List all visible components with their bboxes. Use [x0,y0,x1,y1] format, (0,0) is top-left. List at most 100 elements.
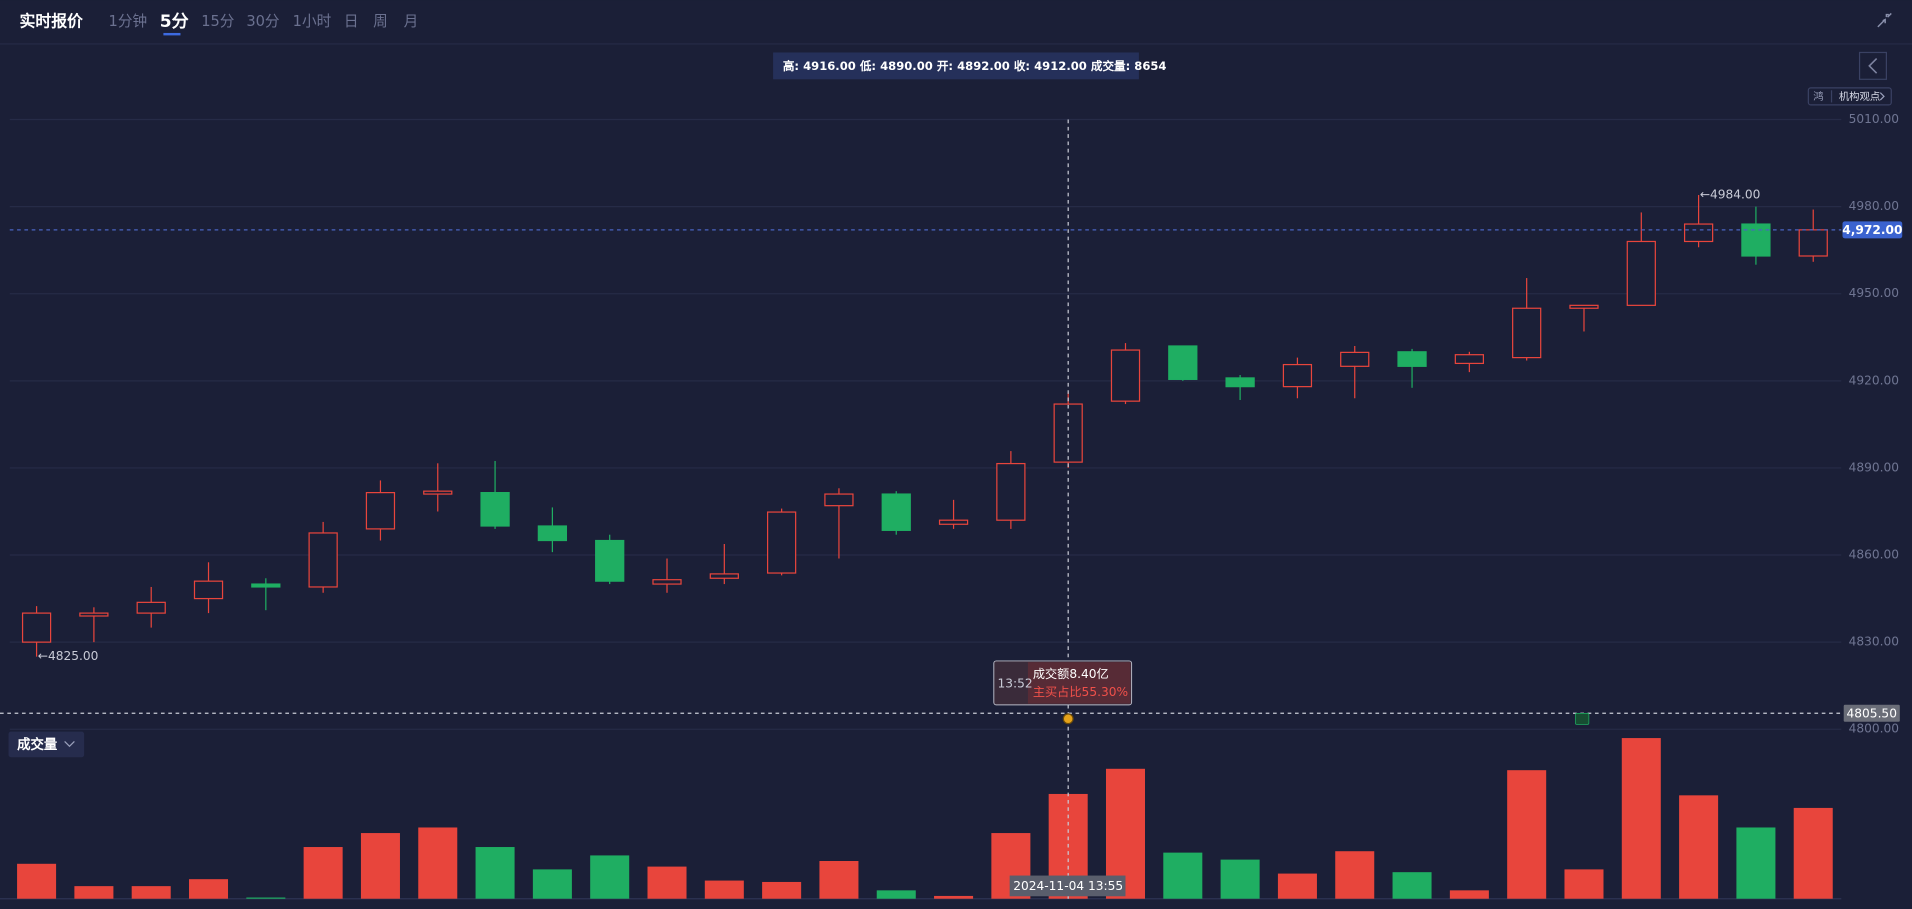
crosshair-date: 2024-11-04 13:55 [1013,879,1123,893]
tab-underline [163,32,181,36]
tab[interactable]: 1小时 [293,13,332,30]
volume-bar [418,827,458,899]
candle-body [1340,351,1370,367]
candle-body [423,490,453,495]
volume-bar [475,847,515,899]
volume-bar [590,855,630,899]
tab[interactable]: 周 [373,13,388,30]
date-tag [1009,875,1126,897]
volume-bar [934,895,974,899]
back-button[interactable] [1858,51,1888,80]
volume-bar [1507,770,1547,899]
event-marker[interactable] [1575,713,1590,725]
tab[interactable]: 日 [344,13,359,30]
volume-bar [17,863,57,899]
candle-body [308,532,338,588]
volume-bar [303,847,343,899]
candle-body [824,493,854,507]
candle-body [1110,349,1141,402]
volume-bar [131,886,171,899]
volume-bar [876,890,916,899]
tab[interactable]: 15分 [201,13,235,30]
volume-bar [246,897,286,899]
volume-bar [647,866,687,899]
volume-bar [704,880,744,899]
plot: 5010.00 4980.00 4950.00 4920.00 4890.00 4860.… [0,112,1903,900]
candle-body [1168,345,1198,380]
chevron [1868,58,1878,74]
candle-body [1683,223,1714,243]
tooltip-accent [1027,662,1131,704]
candle-body [21,612,52,643]
volume-bar [1679,795,1719,899]
candle-body [709,573,739,579]
candle-body [881,493,911,531]
candle-body [1741,223,1771,257]
volume-bar [1793,807,1833,899]
volume-bar [1621,738,1661,899]
tab[interactable]: 30分 [246,13,280,30]
info-text: 高: 4916.00 低: 4890.00 开: 4892.00 收: 4912… [783,59,1167,73]
max-annotation: ←4984.00 [1700,188,1761,202]
candle-body [996,462,1026,521]
volume-bar [819,860,859,899]
y-tick-label: 4890.00 [1849,460,1899,474]
tab[interactable]: 5分 [160,12,189,32]
tab[interactable]: 月 [404,13,419,30]
button-frame [1858,51,1888,80]
volume-bar [1736,827,1776,899]
volume-bar [1564,869,1604,899]
button-label: 成交量 [17,736,58,753]
candle-body [652,579,682,585]
candle-body [1626,240,1656,306]
volume-bar [360,833,400,899]
y-tick-label: 4920.00 [1849,373,1899,387]
candle-body [1282,363,1313,388]
crosshair-tag [1843,704,1900,722]
collapse-icon[interactable] [1877,12,1892,28]
candle-body [480,491,510,527]
candle-body [79,612,109,617]
page-title: 实时报价 [20,11,84,30]
volume-button[interactable]: 成交量 [8,731,85,758]
button-icon: 鸿 [1813,90,1823,103]
chevron [1879,92,1885,101]
candle-body [766,511,797,574]
y-tick-label: 5010.00 [1849,112,1899,126]
tab[interactable]: 1分钟 [109,13,148,30]
button-frame [1807,87,1892,106]
candle-body [1512,307,1542,359]
crosshair-dot [1062,713,1074,725]
y-tick-label: 4800.00 [1849,722,1899,736]
candle-body [1225,377,1255,388]
candle-body [1569,304,1599,309]
candle-body [136,601,166,614]
volume-bar [189,879,229,899]
candle-body [1798,229,1828,257]
volume-bar [762,881,802,899]
view-button[interactable]: 鸿 机构观点 [1807,87,1892,106]
tooltip-ratio: 主买占比55.30% [1033,684,1128,699]
button-frame [8,731,85,758]
y-tick-label: 4860.00 [1849,548,1899,562]
candle-body [365,491,396,530]
volume-bar [74,886,114,899]
last-price-tag [1842,221,1903,239]
icon [1877,12,1892,28]
button-label: 机构观点 [1839,90,1880,103]
min-annotation: ←4825.00 [38,649,99,663]
volume-bar [1277,873,1317,899]
volume-bar [1220,859,1260,899]
candle-body [1397,351,1427,367]
info-bar [773,52,1139,80]
candle-body [251,583,281,588]
candle-body [537,525,568,542]
volume-bar [532,869,572,899]
y-tick-label: 4980.00 [1849,199,1899,213]
candle-body [1454,354,1484,365]
tooltip-time: 13:52 [997,677,1032,691]
overlay: 13:52 成交额8.40亿 主买占比55.30% [993,660,1590,725]
volume-bar [1163,852,1203,899]
